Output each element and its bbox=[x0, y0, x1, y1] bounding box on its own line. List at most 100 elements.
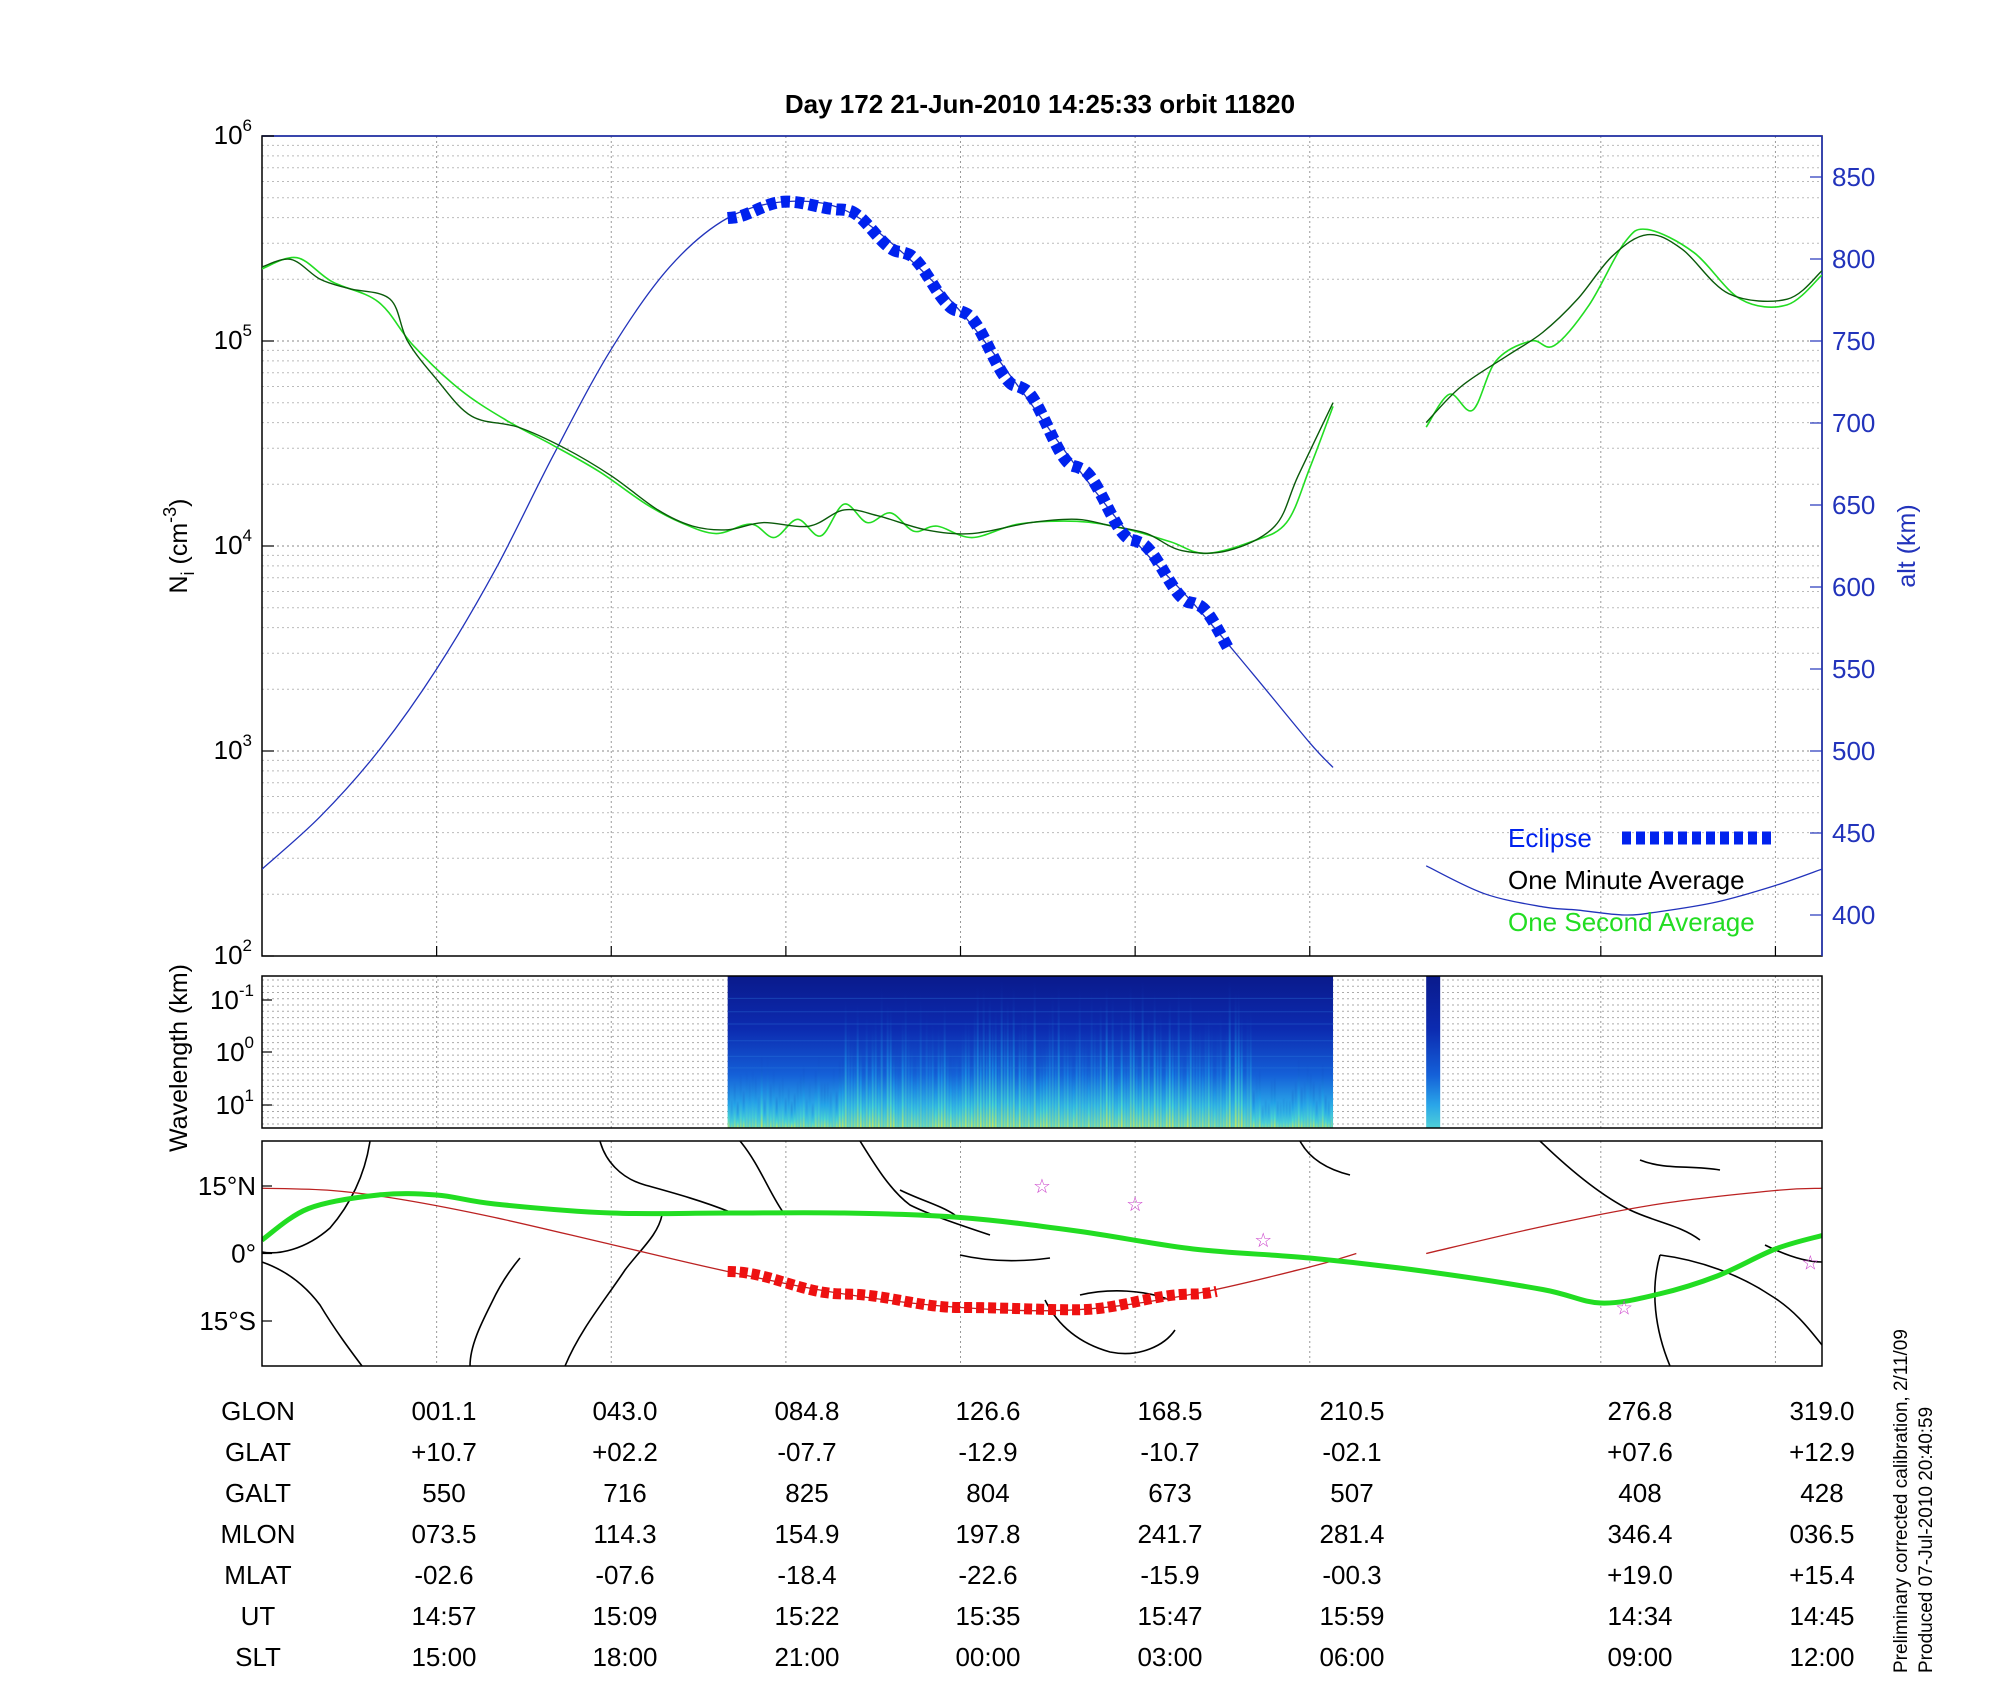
spectrogram-streak bbox=[1153, 990, 1156, 1128]
table-cell: -02.6 bbox=[414, 1560, 473, 1590]
table-row-label: MLON bbox=[220, 1519, 295, 1549]
spectrogram-streak bbox=[1252, 1089, 1255, 1128]
spectrogram-streak bbox=[1105, 985, 1108, 1128]
table-cell: 276.8 bbox=[1607, 1396, 1672, 1426]
table-cell: -22.6 bbox=[958, 1560, 1017, 1590]
map-y-tick-label: 0° bbox=[231, 1239, 256, 1269]
spectrogram-streak bbox=[1099, 998, 1102, 1128]
spectrogram-streak bbox=[1141, 979, 1144, 1128]
spectrogram-streak bbox=[778, 1081, 781, 1128]
table-row-label: MLAT bbox=[224, 1560, 292, 1590]
spectrogram-streak bbox=[1075, 1021, 1078, 1128]
spectrogram-streak bbox=[934, 1058, 937, 1128]
one-second-average-line bbox=[1425, 228, 1822, 428]
spectrogram-streak bbox=[781, 1076, 784, 1128]
spectrogram-streak bbox=[937, 1021, 940, 1128]
table-cell: 716 bbox=[603, 1478, 646, 1508]
density-y-label: Ni (cm-3) bbox=[160, 498, 198, 593]
table-cell: 126.6 bbox=[955, 1396, 1020, 1426]
spectrogram-streak bbox=[973, 1004, 976, 1128]
spectrogram-streak bbox=[1318, 1082, 1321, 1128]
one-second-average-line bbox=[262, 256, 1334, 555]
spectrogram-streak bbox=[793, 1092, 796, 1128]
spectrogram-streak bbox=[862, 1059, 865, 1128]
spectrogram-streak bbox=[964, 1014, 967, 1128]
spectrogram-streak bbox=[730, 1099, 733, 1128]
spectrogram-streak bbox=[736, 1101, 739, 1128]
table-cell: 281.4 bbox=[1319, 1519, 1384, 1549]
spectrogram-streak bbox=[922, 1045, 925, 1128]
spectrogram-streak bbox=[1120, 1010, 1123, 1128]
coastline-path bbox=[1764, 1244, 1822, 1263]
spectrogram-streak bbox=[970, 1049, 973, 1128]
table-cell: 09:00 bbox=[1607, 1642, 1672, 1672]
eclipse-layer bbox=[727, 195, 1234, 652]
spectrogram-streak bbox=[1084, 1026, 1087, 1128]
coastline-path bbox=[1299, 1141, 1351, 1176]
coastline-path bbox=[1539, 1141, 1701, 1241]
spectrogram-streak bbox=[979, 1021, 982, 1128]
table-row-label: UT bbox=[241, 1601, 276, 1631]
altitude-y-label: alt (km) bbox=[1893, 504, 1921, 587]
table-cell: 673 bbox=[1148, 1478, 1191, 1508]
tick-exponent: 0 bbox=[245, 1033, 254, 1052]
spectrogram-streak bbox=[1027, 1042, 1030, 1128]
tick-base: 10 bbox=[216, 1090, 245, 1120]
tick-exponent: 3 bbox=[243, 731, 252, 750]
spectrogram-streak bbox=[1234, 989, 1237, 1128]
spectrogram-streak bbox=[967, 1015, 970, 1128]
tick-base: 10 bbox=[214, 940, 243, 970]
table-cell: 15:47 bbox=[1137, 1601, 1202, 1631]
spectrogram-streak bbox=[1255, 1073, 1258, 1128]
spectrogram-streak bbox=[754, 1075, 757, 1128]
spectrogram-streak bbox=[982, 985, 985, 1128]
spectrogram-streak bbox=[1090, 988, 1093, 1128]
spectrogram-streak bbox=[1138, 1048, 1141, 1128]
spectrogram-streak bbox=[865, 1010, 868, 1128]
spectrogram-streak bbox=[1060, 1052, 1063, 1128]
altitude-y-tick-label: 600 bbox=[1832, 572, 1875, 602]
spectrogram-streak bbox=[1054, 1030, 1057, 1128]
spectrogram-streak bbox=[1162, 1052, 1165, 1128]
spectrogram-streak bbox=[1210, 1018, 1213, 1128]
spectrogram-streak bbox=[832, 1065, 835, 1128]
spectrogram-streak bbox=[871, 1021, 874, 1128]
spectrogram-streak bbox=[1267, 1102, 1270, 1128]
spectrogram-streak bbox=[856, 1002, 859, 1128]
spectrogram-streak bbox=[1195, 1020, 1198, 1128]
spectrogram-streak bbox=[1219, 1007, 1222, 1128]
spectrogram-streak bbox=[997, 1022, 1000, 1128]
spectrogram-streak bbox=[1114, 1052, 1117, 1128]
spectrogram-streak bbox=[1285, 1099, 1288, 1128]
table-cell: 14:34 bbox=[1607, 1601, 1672, 1631]
tick-base: 10 bbox=[210, 985, 239, 1015]
spectrogram-streak bbox=[955, 1044, 958, 1128]
table-cell: 15:00 bbox=[411, 1642, 476, 1672]
footer-produced: Produced 07-Jul-2010 20:40:59 bbox=[1916, 1407, 1937, 1673]
spectrogram-streak bbox=[886, 1000, 889, 1128]
altitude-y-tick-label: 500 bbox=[1832, 736, 1875, 766]
density-grid bbox=[262, 136, 1822, 957]
spectrogram-streak bbox=[829, 1091, 832, 1128]
spectrogram-streak bbox=[1327, 1099, 1330, 1128]
spectrogram-streak bbox=[1225, 1023, 1228, 1128]
spectrogram-streak bbox=[1309, 1072, 1312, 1128]
coastline-path bbox=[859, 1141, 991, 1236]
table-cell: 197.8 bbox=[955, 1519, 1020, 1549]
altitude-line bbox=[262, 200, 1334, 870]
table-cell: 168.5 bbox=[1137, 1396, 1202, 1426]
spectrogram-streak bbox=[1069, 1031, 1072, 1128]
spectrogram-streak bbox=[1192, 1014, 1195, 1128]
spectrogram-streak bbox=[925, 1007, 928, 1128]
spectrogram-streak bbox=[1021, 1004, 1024, 1128]
table-cell: -00.3 bbox=[1322, 1560, 1381, 1590]
spectrogram-streak bbox=[949, 1053, 952, 1128]
table-cell: 241.7 bbox=[1137, 1519, 1202, 1549]
spectrogram-streak bbox=[1117, 1048, 1120, 1128]
table-cell: 084.8 bbox=[774, 1396, 839, 1426]
table-cell: 804 bbox=[966, 1478, 1009, 1508]
spectrogram-streak bbox=[1204, 1011, 1207, 1128]
spectrogram-streak bbox=[958, 1057, 961, 1128]
star-marker: ☆ bbox=[1801, 1253, 1819, 1275]
